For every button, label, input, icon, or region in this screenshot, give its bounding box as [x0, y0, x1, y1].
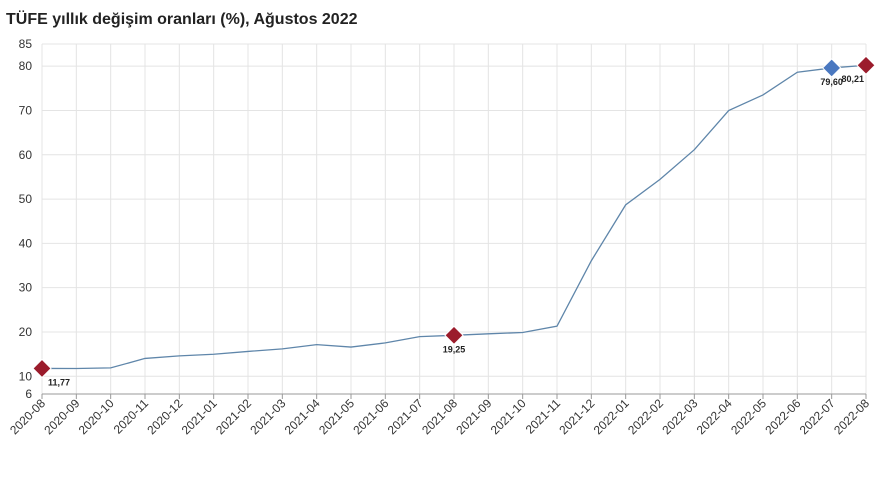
y-tick-label: 50 [19, 192, 33, 206]
x-tick-label: 2020-08 [7, 396, 48, 437]
value-label: 79,60 [820, 77, 843, 87]
x-tick-label: 2021-05 [316, 396, 357, 437]
x-tick-label: 2021-12 [556, 396, 597, 437]
x-tick-label: 2021-10 [488, 396, 529, 437]
x-tick-label: 2022-02 [625, 396, 666, 437]
y-tick-label: 40 [19, 236, 33, 250]
y-tick-label: 6 [25, 387, 32, 401]
x-tick-label: 2020-10 [76, 396, 117, 437]
y-tick-label: 80 [19, 59, 33, 73]
x-tick-label: 2021-06 [350, 396, 391, 437]
y-tick-label: 20 [19, 325, 33, 339]
x-tick-label: 2021-11 [523, 396, 564, 437]
x-tick-label: 2020-11 [111, 396, 152, 437]
x-tick-label: 2021-03 [247, 396, 288, 437]
chart-title: TÜFE yıllık değişim oranları (%), Ağusto… [6, 9, 358, 28]
x-tick-label: 2020-09 [41, 396, 82, 437]
x-tick-label: 2021-09 [453, 396, 494, 437]
y-tick-label: 30 [19, 281, 33, 295]
x-tick-label: 2021-02 [213, 396, 254, 437]
highlight-marker [32, 358, 52, 379]
value-label: 80,21 [841, 74, 864, 84]
x-tick-label: 2020-12 [144, 396, 185, 437]
x-tick-label: 2021-08 [419, 396, 460, 437]
x-tick-label: 2022-07 [797, 396, 838, 437]
y-tick-label: 60 [19, 148, 33, 162]
x-tick-label: 2022-03 [659, 396, 700, 437]
y-tick-label: 10 [19, 369, 33, 383]
x-tick-label: 2022-01 [591, 396, 632, 437]
highlight-marker [856, 55, 876, 75]
value-label: 11,77 [48, 377, 70, 387]
y-tick-label: 85 [19, 37, 33, 51]
highlight-marker [821, 58, 842, 78]
y-tick-label: 70 [19, 103, 33, 117]
x-tick-label: 2022-06 [762, 396, 803, 437]
value-label: 19,25 [443, 344, 466, 354]
highlight-marker [444, 325, 464, 346]
x-tick-label: 2021-01 [179, 396, 220, 437]
x-tick-label: 2021-07 [385, 396, 426, 437]
x-tick-label: 2021-04 [282, 396, 323, 437]
x-tick-label: 2022-04 [694, 396, 735, 437]
x-tick-label: 2022-08 [831, 396, 872, 437]
x-tick-label: 2022-05 [728, 396, 769, 437]
